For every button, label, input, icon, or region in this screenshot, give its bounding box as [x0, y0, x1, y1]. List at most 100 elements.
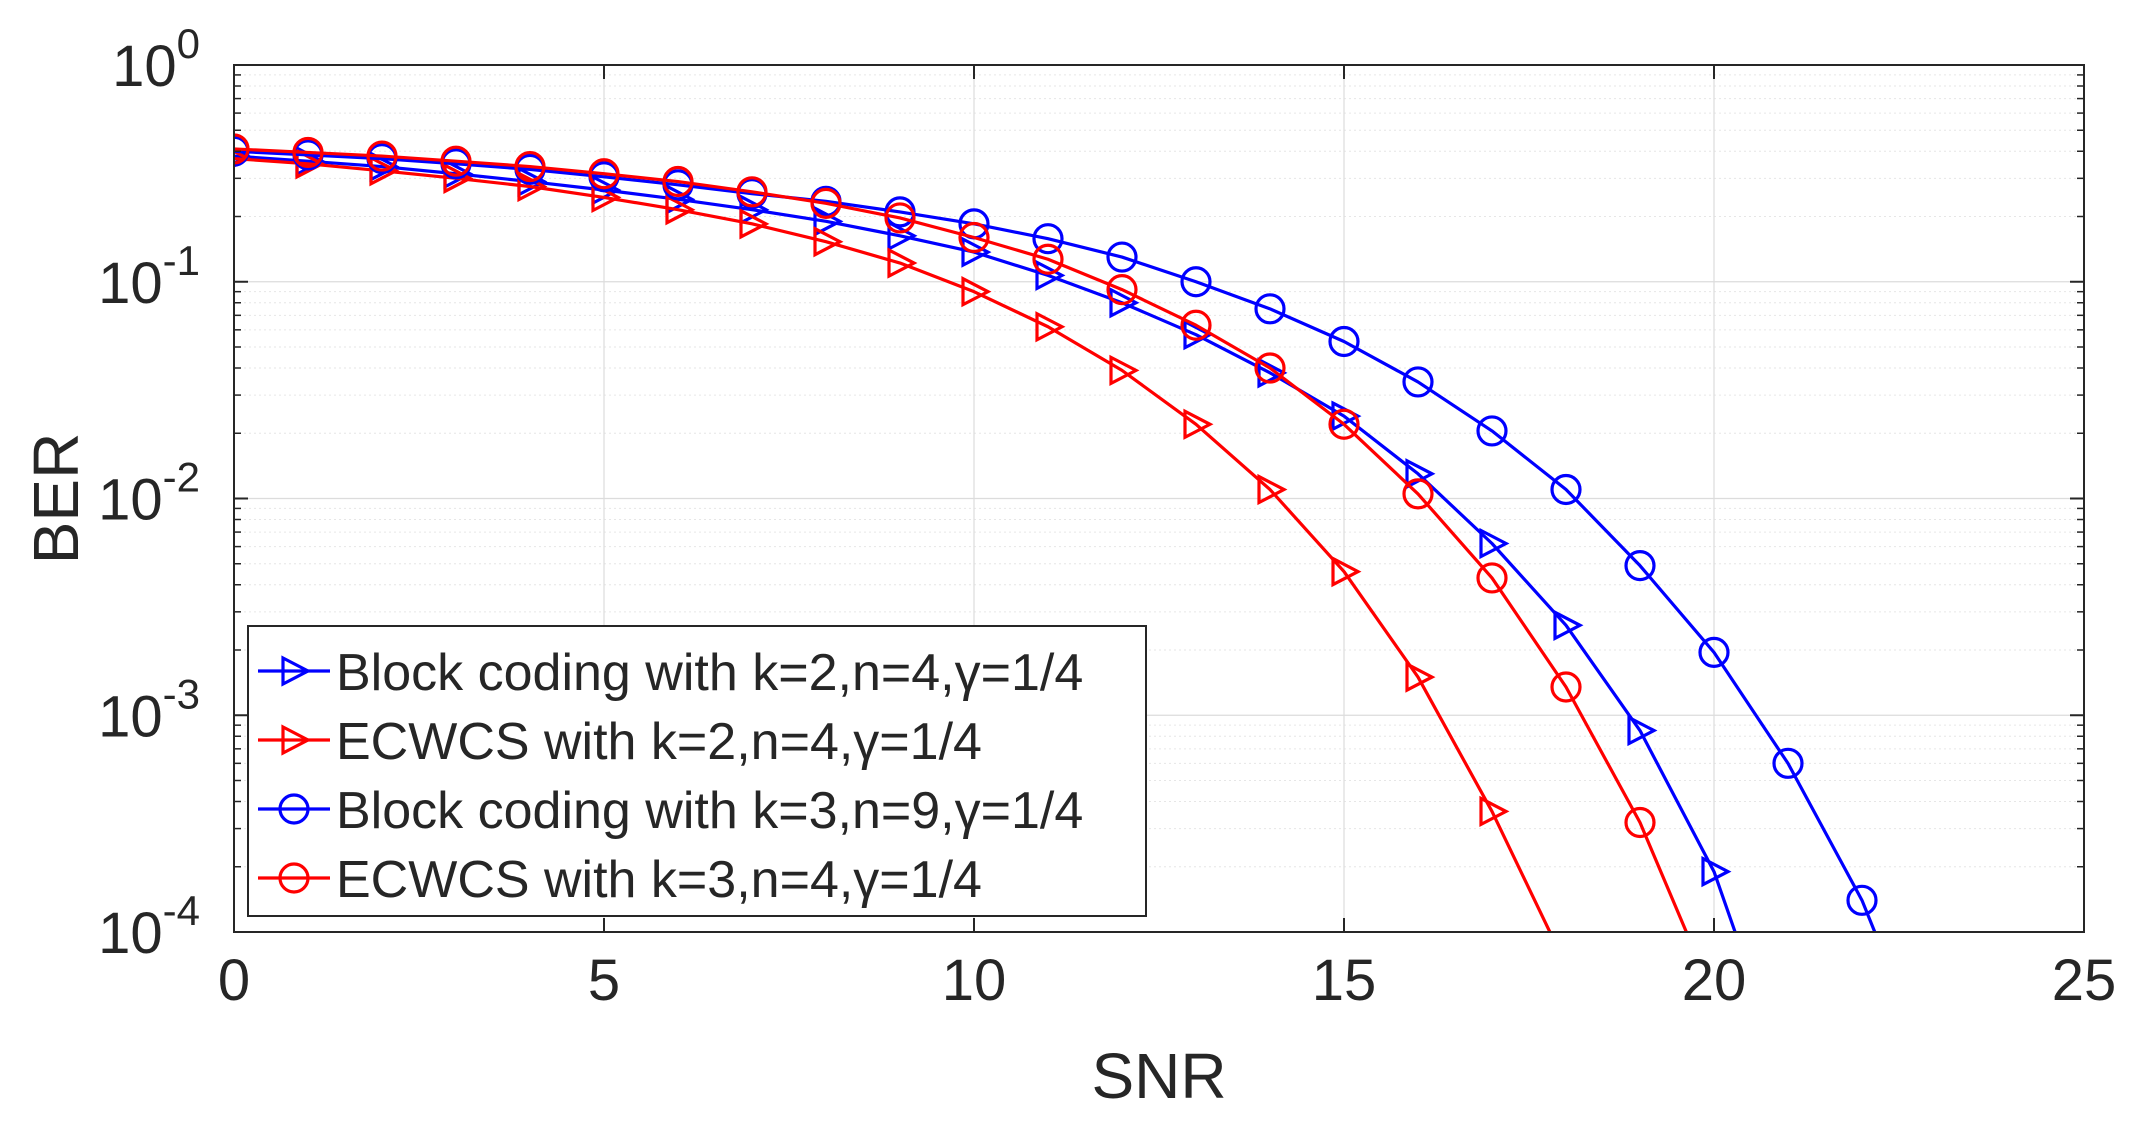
- data-point: [1922, 1070, 1950, 1098]
- data-point: [1555, 953, 1580, 979]
- series-line: [234, 147, 1689, 932]
- legend: Block coding with k=2,n=4,γ=1/4 ECWCS wit…: [247, 625, 1147, 917]
- y-tick-label-base: 10: [98, 901, 163, 966]
- data-point: [1627, 714, 1658, 747]
- x-tick-label: 10: [942, 948, 1007, 1013]
- data-point: [961, 236, 992, 268]
- legend-marker: [278, 793, 310, 825]
- x-tick-label: 15: [1312, 948, 1377, 1013]
- legend-label: Block coding with k=2,n=4,γ=1/4: [336, 644, 1083, 702]
- data-point: [739, 208, 770, 240]
- legend-label: ECWCS with k=3,n=4,γ=1/4: [336, 851, 982, 909]
- data-point: [1183, 408, 1214, 440]
- data-point: [1476, 562, 1508, 594]
- data-point: [961, 276, 992, 308]
- x-tick-label: 5: [588, 948, 620, 1013]
- data-point: [1553, 609, 1584, 641]
- data-point: [1550, 671, 1582, 703]
- y-tick-label: 10-2: [98, 454, 200, 533]
- data-point: [887, 247, 918, 279]
- data-point: [1402, 478, 1434, 510]
- data-point: [1624, 550, 1656, 582]
- data-point: [1701, 855, 1732, 888]
- x-tick-label: 0: [218, 948, 250, 1013]
- y-tick-label: 10-1: [98, 237, 200, 316]
- data-point: [1109, 354, 1140, 387]
- data-point: [1402, 366, 1434, 398]
- y-tick-label-base: 10: [98, 468, 163, 533]
- data-point: [1109, 287, 1140, 319]
- data-point: [1846, 884, 1878, 916]
- data-point: [1254, 352, 1286, 384]
- data-point: [1479, 795, 1510, 828]
- series-line: [234, 154, 1737, 932]
- data-point: [1328, 408, 1360, 440]
- x-tick-label: 25: [2052, 948, 2117, 1013]
- data-point: [588, 158, 620, 190]
- data-point: [369, 155, 400, 187]
- y-tick-label: 10-4: [98, 887, 200, 966]
- legend-marker: [281, 655, 312, 687]
- data-point: [1257, 357, 1288, 389]
- data-point: [1180, 266, 1212, 298]
- data-point: [1405, 661, 1436, 693]
- data-point: [1328, 325, 1360, 358]
- y-tick-label: 100: [112, 20, 200, 99]
- data-point: [1550, 473, 1582, 506]
- data-point: [813, 226, 844, 258]
- data-point: [1032, 223, 1064, 255]
- data-point: [1180, 309, 1212, 341]
- data-point: [736, 176, 768, 208]
- legend-label: Block coding with k=3,n=9,γ=1/4: [336, 782, 1083, 840]
- data-point: [1698, 636, 1730, 668]
- series-4: [234, 133, 1689, 932]
- data-point: [1772, 747, 1804, 779]
- legend-item: Block coding with k=2,n=4,γ=1/4: [258, 644, 1083, 702]
- data-point: [662, 165, 694, 198]
- data-point: [443, 162, 474, 194]
- y-tick-label-exponent: -2: [163, 454, 200, 501]
- y-tick-label-exponent: -1: [163, 237, 200, 284]
- data-point: [366, 140, 398, 172]
- legend-item: ECWCS with k=3,n=4,γ=1/4: [258, 851, 982, 909]
- data-point: [1035, 259, 1066, 292]
- legend-box: [247, 625, 1147, 917]
- data-point: [1032, 243, 1064, 275]
- y-tick-label-base: 10: [112, 34, 177, 99]
- data-point: [292, 136, 324, 169]
- y-axis-label: BER: [20, 433, 92, 565]
- data-point: [1106, 241, 1138, 273]
- data-point: [1777, 1071, 1802, 1097]
- data-point: [1479, 527, 1510, 560]
- data-point: [884, 202, 916, 234]
- legend-marker: [281, 724, 312, 756]
- data-point: [958, 221, 990, 254]
- x-tick-label: 20: [1682, 948, 1747, 1013]
- data-point: [1331, 555, 1362, 588]
- data-point: [887, 220, 918, 252]
- data-point: [1035, 311, 1066, 343]
- legend-label: ECWCS with k=2,n=4,γ=1/4: [336, 713, 982, 771]
- data-point: [1254, 293, 1286, 325]
- data-point: [1476, 415, 1508, 447]
- legend-marker: [278, 862, 310, 894]
- y-tick-label-base: 10: [98, 684, 163, 749]
- y-tick-label-exponent: -4: [163, 887, 200, 934]
- y-tick-label: 10-3: [98, 670, 200, 749]
- y-tick-label-exponent: 0: [177, 20, 200, 67]
- series-layer: [234, 133, 1950, 1098]
- y-tick-label-exponent: -3: [163, 670, 200, 717]
- ticks: [233, 64, 2085, 933]
- y-tick-label-base: 10: [98, 251, 163, 316]
- data-point: [665, 194, 696, 226]
- data-point: [1257, 473, 1288, 506]
- data-point: [810, 187, 842, 219]
- data-point: [1106, 273, 1138, 306]
- data-point: [440, 145, 472, 177]
- data-point: [234, 133, 250, 165]
- data-point: [514, 150, 546, 183]
- data-point: [1624, 806, 1656, 839]
- legend-item: ECWCS with k=2,n=4,γ=1/4: [258, 713, 982, 771]
